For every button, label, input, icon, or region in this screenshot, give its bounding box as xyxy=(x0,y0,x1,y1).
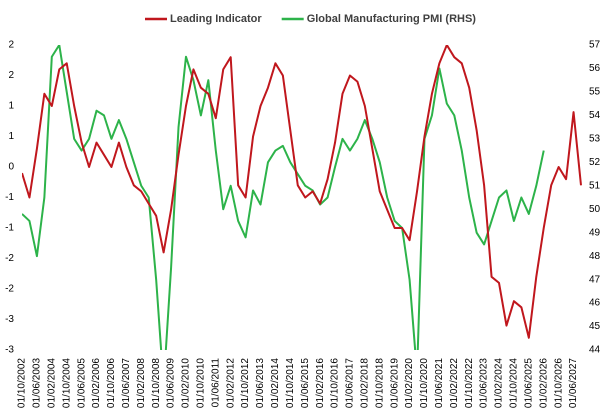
x-tick-label: 01/06/2003 xyxy=(32,358,43,408)
x-tick-label: 01/10/2014 xyxy=(285,358,296,408)
y2ticks-label: 45 xyxy=(589,321,601,332)
x-tick-label: 01/02/2018 xyxy=(359,358,370,408)
x-tick-label: 01/10/2016 xyxy=(330,358,341,408)
y2ticks-label: 48 xyxy=(589,251,601,262)
plot-area xyxy=(22,45,582,350)
x-tick-label: 01/02/2020 xyxy=(404,358,415,408)
x-tick-label: 01/02/2024 xyxy=(494,358,505,408)
x-tick-label: 01/02/2010 xyxy=(181,358,192,408)
yticks-label: 2 xyxy=(8,70,14,81)
x-tick-label: 01/02/2008 xyxy=(136,358,147,408)
y2ticks-label: 53 xyxy=(589,133,601,144)
y2ticks-label: 54 xyxy=(589,110,601,121)
x-tick-label: 01/06/2021 xyxy=(434,358,445,408)
x-tick-label: 01/10/2010 xyxy=(196,358,207,408)
yticks-label: -1 xyxy=(5,192,14,203)
x-tick-label: 01/10/2024 xyxy=(509,358,520,408)
x-tick-label: 01/10/2012 xyxy=(240,358,251,408)
yticks-label: -2 xyxy=(5,253,14,264)
x-tick-label: 01/10/2004 xyxy=(61,358,72,408)
x-tick-label: 01/06/2017 xyxy=(345,358,356,408)
y2ticks-label: 51 xyxy=(589,180,601,191)
x-tick-label: 01/06/2005 xyxy=(76,358,87,408)
x-tick-label: 01/02/2022 xyxy=(449,358,460,408)
yticks-label: -1 xyxy=(5,223,14,234)
y2ticks-label: 49 xyxy=(589,227,601,238)
yticks-label: 2 xyxy=(8,40,14,51)
x-tick-label: 01/02/2006 xyxy=(91,358,102,408)
legend-label: Leading Indicator xyxy=(170,13,262,25)
x-tick-label: 01/10/2022 xyxy=(464,358,475,408)
x-tick-label: 01/06/2025 xyxy=(523,358,534,408)
legend-label: Global Manufacturing PMI (RHS) xyxy=(307,13,477,25)
x-tick-label: 01/06/2009 xyxy=(166,358,177,408)
x-tick-label: 01/06/2023 xyxy=(479,358,490,408)
yticks-label: 0 xyxy=(8,162,14,173)
x-tick-label: 01/06/2027 xyxy=(568,358,579,408)
x-tick-label: 01/10/2008 xyxy=(151,358,162,408)
x-tick-label: 01/06/2011 xyxy=(210,358,221,408)
x-tick-label: 01/02/2012 xyxy=(225,358,236,408)
y2ticks-label: 47 xyxy=(589,274,601,285)
x-tick-label: 01/06/2007 xyxy=(121,358,132,408)
x-tick-label: 01/10/2002 xyxy=(17,358,28,408)
x-tick-label: 01/06/2015 xyxy=(300,358,311,408)
yticks-label: -3 xyxy=(5,314,14,325)
yticks-label: -3 xyxy=(5,345,14,356)
y2ticks-label: 50 xyxy=(589,204,601,215)
x-tick-label: 01/06/2019 xyxy=(389,358,400,408)
y2ticks-label: 57 xyxy=(589,40,601,51)
series-line xyxy=(22,45,545,350)
x-tick-label: 01/02/2014 xyxy=(270,358,281,408)
y2ticks-label: 55 xyxy=(589,87,601,98)
yticks-label: -2 xyxy=(5,284,14,295)
yticks-label: 1 xyxy=(8,131,14,142)
y2ticks-label: 52 xyxy=(589,157,601,168)
yticks-label: 1 xyxy=(8,101,14,112)
y2ticks-label: 56 xyxy=(589,63,601,74)
x-tick-label: 01/02/2026 xyxy=(538,358,549,408)
x-tick-label: 01/02/2016 xyxy=(315,358,326,408)
x-tick-label: 01/10/2020 xyxy=(419,358,430,408)
x-tick-label: 01/10/2006 xyxy=(106,358,117,408)
x-tick-label: 01/10/2026 xyxy=(553,358,564,408)
series-line xyxy=(22,45,582,339)
x-tick-label: 01/06/2013 xyxy=(255,358,266,408)
y2ticks-label: 46 xyxy=(589,298,601,309)
y2ticks-label: 44 xyxy=(589,345,601,356)
x-tick-label: 01/02/2004 xyxy=(46,358,57,408)
x-tick-label: 01/10/2018 xyxy=(374,358,385,408)
